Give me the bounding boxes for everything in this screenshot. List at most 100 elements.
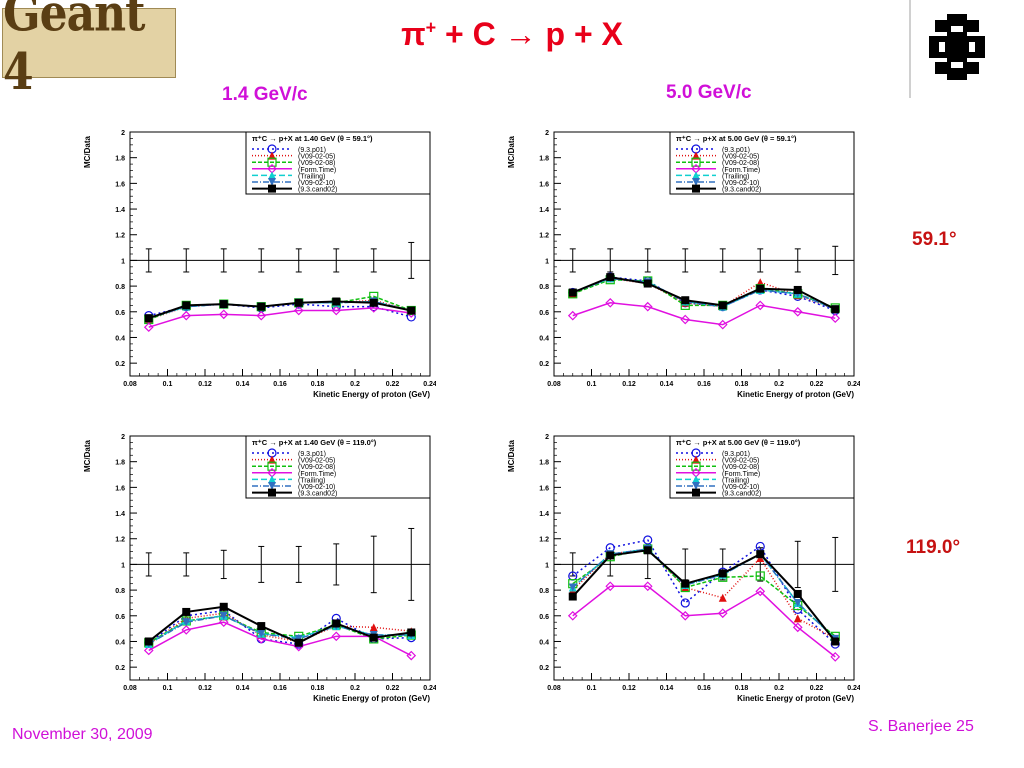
y-axis-label: MC/Data [83, 439, 92, 472]
data-point [144, 637, 153, 646]
series-line [148, 307, 412, 328]
x-tick-label: 0.22 [386, 381, 400, 388]
footer-date: November 30, 2009 [12, 726, 153, 743]
x-tick-label: 0.1 [163, 685, 173, 692]
legend-entry: (Form.Time) [298, 167, 336, 174]
data-point [830, 313, 841, 324]
x-tick-label: 0.1 [163, 381, 173, 388]
title-reaction: + C → p + X [436, 16, 623, 52]
x-tick-label: 0.2 [774, 685, 784, 692]
legend-entry: (V09-02-08) [722, 464, 759, 471]
legend-box [245, 131, 431, 195]
data-point [756, 550, 765, 559]
data-point [219, 611, 228, 620]
y-tick-label: 2 [545, 130, 549, 137]
column-label-5-0-gev: 5.0 GeV/c [666, 82, 752, 103]
y-axis-label: MC/Data [507, 439, 516, 472]
series-line [572, 549, 837, 643]
legend-entry: (Trailing) [298, 477, 325, 484]
y-tick-label: 1.6 [115, 181, 125, 188]
angle-label-59: 59.1° [912, 229, 957, 250]
series-line [148, 621, 412, 657]
data-point [369, 623, 378, 632]
legend-entry: (V09-02-05) [722, 154, 759, 161]
x-tick-label: 0.18 [311, 685, 325, 692]
y-tick-label: 1.2 [115, 233, 125, 240]
data-point [755, 300, 766, 311]
series-line [572, 278, 836, 309]
series-line [572, 548, 836, 640]
data-point [293, 305, 304, 316]
x-tick-label: 0.24 [423, 381, 436, 388]
y-tick-label: 1 [545, 562, 549, 569]
data-point [182, 607, 191, 616]
series-6 [144, 602, 416, 647]
data-point [718, 301, 727, 310]
y-tick-label: 0.6 [539, 614, 549, 621]
legend-marker [692, 488, 700, 497]
x-tick-label: 0.24 [847, 685, 860, 692]
data-point [182, 618, 191, 627]
series-line [148, 303, 412, 318]
data-point [643, 535, 653, 545]
y-tick-label: 2 [121, 130, 125, 137]
series-line [572, 302, 836, 326]
legend-entry: (V09-02-08) [298, 160, 335, 167]
data-point [406, 650, 417, 661]
y-tick-label: 1.8 [115, 460, 125, 467]
legend-entry: (9.3.cand02) [298, 491, 337, 498]
x-tick-label: 0.12 [198, 685, 212, 692]
legend-marker [268, 488, 276, 497]
data-point [831, 637, 840, 646]
geant4-logo: Geant 4 [2, 0, 176, 102]
series-line [148, 615, 412, 645]
data-point [792, 622, 803, 633]
x-tick-label: 0.16 [273, 685, 287, 692]
legend-box [669, 435, 855, 499]
x-tick-label: 0.16 [273, 381, 287, 388]
data-point [606, 551, 615, 560]
data-point [793, 285, 802, 294]
data-point [332, 619, 341, 628]
legend-marker [691, 461, 701, 471]
data-point [606, 273, 615, 282]
chart-panel-2: 0.2 0.4 0.6 0.8 1 1.2 1.4 1.6 1.8 2 0.08 0.1 0.12 0.1… [500, 124, 860, 404]
data-point [792, 306, 803, 317]
series-line [572, 276, 836, 311]
y-axis-label: MC/Data [507, 135, 516, 168]
header-divider [909, 0, 911, 98]
x-tick-label: 0.14 [660, 685, 674, 692]
legend-marker [692, 184, 700, 193]
x-axis-label: Kinetic Energy of proton (GeV) [737, 694, 854, 703]
data-point [793, 598, 802, 607]
data-point [605, 297, 616, 308]
legend-marker [692, 475, 700, 484]
slide-title: π+ + C → p + X [0, 16, 1024, 53]
data-point [369, 633, 378, 642]
legend-entry: (V09-02-08) [722, 160, 759, 167]
x-tick-label: 0.08 [123, 685, 137, 692]
y-tick-label: 0.8 [539, 284, 549, 291]
x-tick-label: 0.12 [198, 381, 212, 388]
x-tick-label: 0.22 [386, 685, 400, 692]
series-6 [568, 273, 840, 314]
legend-marker [692, 482, 700, 490]
y-tick-label: 0.6 [115, 310, 125, 317]
y-tick-label: 1.8 [115, 156, 125, 163]
y-tick-label: 1.6 [539, 485, 549, 492]
title-pi: π [401, 16, 426, 52]
legend-entry: (Form.Time) [298, 471, 336, 478]
legend-entry: (9.3.cand02) [298, 187, 337, 194]
x-tick-label: 0.08 [547, 685, 561, 692]
y-tick-label: 0.6 [115, 614, 125, 621]
x-tick-label: 0.22 [810, 685, 824, 692]
y-tick-label: 0.6 [539, 310, 549, 317]
data-point [642, 581, 653, 592]
data-point [718, 569, 727, 578]
y-tick-label: 0.4 [115, 335, 125, 342]
y-tick-label: 0.4 [539, 335, 549, 342]
legend-entry: (V09-02-05) [722, 458, 759, 465]
data-point [755, 571, 765, 581]
data-point [181, 625, 192, 635]
data-point [718, 593, 727, 602]
